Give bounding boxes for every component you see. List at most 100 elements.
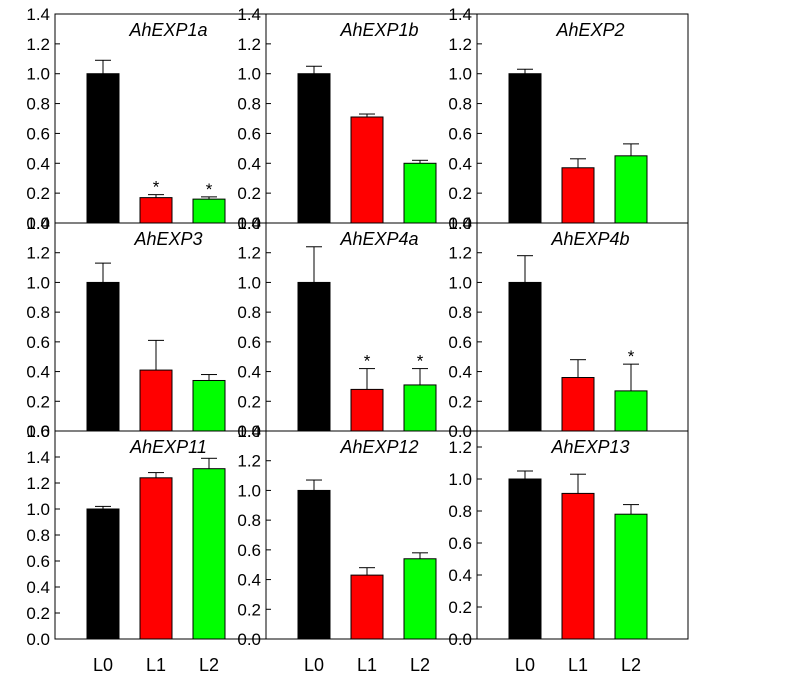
panel-title: AhEXP13 xyxy=(550,437,629,457)
y-tick-label: 1.6 xyxy=(26,422,50,441)
y-tick-label: 0.2 xyxy=(237,392,261,411)
y-tick-label: 1.4 xyxy=(237,5,261,24)
significance-marker: * xyxy=(153,178,160,197)
bar-l2 xyxy=(614,390,648,432)
y-tick-label: 0.4 xyxy=(237,571,261,590)
y-tick-label: 0.0 xyxy=(448,630,472,649)
y-tick-label: 0.6 xyxy=(26,333,50,352)
bar-l2 xyxy=(192,379,226,432)
y-tick-label: 0.8 xyxy=(26,526,50,545)
y-tick-label: 0.0 xyxy=(26,422,50,441)
x-category-label: L2 xyxy=(410,655,430,675)
y-tick-label: 1.0 xyxy=(448,470,472,489)
panel-title: AhEXP11 xyxy=(129,437,207,457)
significance-marker: * xyxy=(206,180,213,199)
y-tick-label: 0.6 xyxy=(448,534,472,553)
bar-l1 xyxy=(350,116,384,224)
panel-ahexp12: AhEXP12 0.0 0.2 0.4 0.6 0.8 1.0 1.2 1.4 L0 L1 L2 xyxy=(237,422,478,675)
bar-l1 xyxy=(561,377,595,432)
y-tick-label: 1.4 xyxy=(448,214,472,233)
bar-l2 xyxy=(192,198,226,224)
bar-l0 xyxy=(86,508,120,640)
bar-l0 xyxy=(297,281,331,432)
y-tick-label: 0.4 xyxy=(448,566,472,585)
y-tick-label: 1.2 xyxy=(237,35,261,54)
y-tick-label: 0.6 xyxy=(26,124,50,143)
bar-l0 xyxy=(297,489,331,640)
bar-l2 xyxy=(403,384,437,432)
panel-ahexp13: AhEXP13 0.0 0.2 0.4 0.6 0.8 1.0 1.2 L0 L1 L2 xyxy=(448,430,689,675)
y-tick-label: 1.0 xyxy=(26,65,50,84)
y-tick-label: 0.2 xyxy=(26,604,50,623)
bar-l0 xyxy=(297,73,331,224)
x-category-label: L0 xyxy=(515,655,535,675)
y-tick-label: 1.0 xyxy=(26,273,50,292)
x-category-label: L2 xyxy=(621,655,641,675)
y-tick-label: 0.0 xyxy=(26,214,50,233)
x-category-label: L2 xyxy=(199,655,219,675)
panel-ahexp11: AhEXP11 0.0 0.2 0.4 0.6 0.8 1.0 1.2 1.4 1.6 L0 L1 L2 xyxy=(26,422,267,675)
panel-title: AhEXP12 xyxy=(339,437,418,457)
y-tick-label: 1.4 xyxy=(26,448,50,467)
bar-l0 xyxy=(86,73,120,224)
y-tick-label: 1.4 xyxy=(26,5,50,24)
bar-l1 xyxy=(350,574,384,640)
y-tick-label: 0.2 xyxy=(448,598,472,617)
bar-l2 xyxy=(192,468,226,640)
y-tick-label: 1.2 xyxy=(448,438,472,457)
x-category-label: L0 xyxy=(304,655,324,675)
y-tick-label: 0.8 xyxy=(448,95,472,114)
x-category-label: L1 xyxy=(357,655,377,675)
y-tick-label: 0.0 xyxy=(237,630,261,649)
significance-marker: * xyxy=(417,352,424,371)
y-tick-label: 0.8 xyxy=(448,303,472,322)
panel-ahexp3: AhEXP3 0.0 0.2 0.4 0.6 0.8 1.0 1.2 1.4 xyxy=(26,214,267,441)
y-tick-label: 0.8 xyxy=(448,502,472,521)
bar-l2 xyxy=(403,162,437,224)
y-tick-label: 1.0 xyxy=(237,481,261,500)
y-tick-label: 0.2 xyxy=(237,600,261,619)
y-tick-label: 1.0 xyxy=(26,500,50,519)
y-tick-label: 0.8 xyxy=(26,95,50,114)
y-tick-label: 0.6 xyxy=(448,124,472,143)
panel-title: AhEXP3 xyxy=(133,229,202,249)
y-tick-label: 1.4 xyxy=(26,214,50,233)
y-tick-label: 0.4 xyxy=(26,578,50,597)
y-tick-label: 1.2 xyxy=(237,244,261,263)
y-tick-label: 0.6 xyxy=(237,124,261,143)
y-tick-label: 0.2 xyxy=(448,392,472,411)
bar-l0 xyxy=(508,478,542,640)
y-tick-label: 1.2 xyxy=(26,35,50,54)
y-tick-label: 0.8 xyxy=(26,303,50,322)
x-category-label: L1 xyxy=(146,655,166,675)
bar-l0 xyxy=(508,281,542,432)
y-tick-label: 0.6 xyxy=(237,541,261,560)
y-tick-label: 1.0 xyxy=(448,65,472,84)
y-tick-label: 1.2 xyxy=(448,244,472,263)
bar-l1 xyxy=(139,369,173,432)
y-tick-label: 0.6 xyxy=(448,333,472,352)
bar-l0 xyxy=(508,73,542,224)
y-tick-label: 1.0 xyxy=(448,273,472,292)
y-tick-label: 0.2 xyxy=(237,184,261,203)
y-tick-label: 1.2 xyxy=(26,244,50,263)
significance-marker: * xyxy=(628,347,635,366)
y-tick-label: 0.6 xyxy=(26,552,50,571)
y-tick-label: 1.2 xyxy=(237,452,261,471)
panel-title: AhEXP1b xyxy=(339,20,418,40)
y-tick-label: 1.4 xyxy=(448,5,472,24)
y-tick-label: 1.4 xyxy=(237,214,261,233)
y-tick-label: 1.4 xyxy=(237,422,261,441)
y-tick-label: 0.8 xyxy=(237,303,261,322)
y-tick-label: 1.0 xyxy=(237,65,261,84)
x-category-label: L0 xyxy=(93,655,113,675)
bar-l1 xyxy=(561,167,595,224)
bar-l1 xyxy=(139,197,173,224)
y-tick-label: 1.2 xyxy=(26,474,50,493)
significance-marker: * xyxy=(364,352,371,371)
x-category-label: L1 xyxy=(568,655,588,675)
